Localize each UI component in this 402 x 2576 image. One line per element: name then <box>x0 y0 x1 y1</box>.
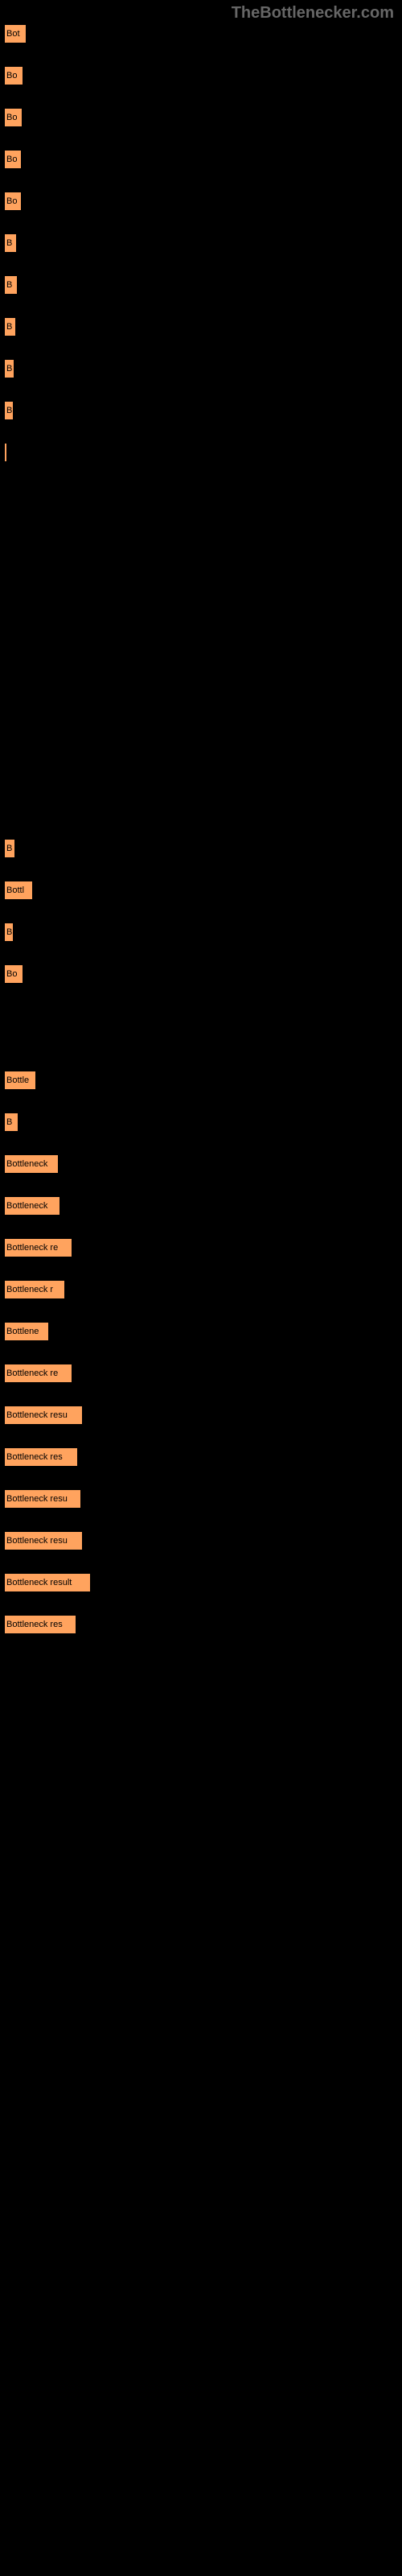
chart-bar: Bottleneck result <box>4 1573 91 1592</box>
chart-spacer <box>4 485 402 839</box>
chart-bar: B <box>4 359 14 378</box>
bar-row: Bottleneck res <box>4 1447 402 1467</box>
bar-row: Bot <box>4 24 402 43</box>
bar-row: Bottlene <box>4 1322 402 1341</box>
bar-row: Bottleneck resu <box>4 1406 402 1425</box>
bar-row: Bottleneck result <box>4 1573 402 1592</box>
chart-bar: B <box>4 317 16 336</box>
chart-bar: Bottle <box>4 1071 36 1090</box>
chart-bar: Bottleneck res <box>4 1615 76 1634</box>
chart-bar: Bottleneck r <box>4 1280 65 1299</box>
bar-row: Bottleneck <box>4 1196 402 1216</box>
chart-bar: B <box>4 401 14 420</box>
bar-row: Bottleneck re <box>4 1364 402 1383</box>
chart-bar: Bottleneck resu <box>4 1489 81 1509</box>
chart-bar: Bottleneck re <box>4 1238 72 1257</box>
bar-row: Bottleneck resu <box>4 1531 402 1550</box>
bar-row: B <box>4 1113 402 1132</box>
bar-row: B <box>4 233 402 253</box>
watermark-text: TheBottlenecker.com <box>232 4 394 23</box>
bar-row: Bottleneck r <box>4 1280 402 1299</box>
bar-row: Bottleneck <box>4 1154 402 1174</box>
bar-row: Bottle <box>4 1071 402 1090</box>
chart-bar: Bottleneck re <box>4 1364 72 1383</box>
bar-row: Bo <box>4 150 402 169</box>
chart-bar: Bottleneck <box>4 1154 59 1174</box>
bar-row: Bo <box>4 108 402 127</box>
chart-bar: Bo <box>4 66 23 85</box>
chart-bar: Bottl <box>4 881 33 900</box>
chart-bar <box>4 443 7 462</box>
bar-row: B <box>4 275 402 295</box>
bar-row: B <box>4 839 402 858</box>
chart-bar: Bo <box>4 108 23 127</box>
chart-bar: Bottleneck resu <box>4 1531 83 1550</box>
chart-bar: B <box>4 839 15 858</box>
chart-bar: Bottleneck res <box>4 1447 78 1467</box>
bar-row <box>4 443 402 462</box>
bar-row: B <box>4 359 402 378</box>
bar-row: Bottl <box>4 881 402 900</box>
chart-bar: Bot <box>4 24 27 43</box>
chart-bar: Bo <box>4 192 22 211</box>
chart-bar: B <box>4 1113 18 1132</box>
chart-bar: B <box>4 233 17 253</box>
bar-row: Bottleneck re <box>4 1238 402 1257</box>
bar-chart: Bot Bo Bo Bo Bo B B B B B B Bottl B Bo Bottle B Bottle… <box>0 0 402 1634</box>
bar-row: Bo <box>4 192 402 211</box>
chart-bar: Bottlene <box>4 1322 49 1341</box>
chart-bar: Bo <box>4 150 22 169</box>
chart-bar: B <box>4 923 14 942</box>
chart-spacer-small <box>4 1006 402 1071</box>
bar-row: Bo <box>4 66 402 85</box>
chart-bar: Bottleneck <box>4 1196 60 1216</box>
bar-row: Bottleneck resu <box>4 1489 402 1509</box>
bar-row: Bottleneck res <box>4 1615 402 1634</box>
bar-row: Bo <box>4 964 402 984</box>
bar-row: B <box>4 317 402 336</box>
bar-row: B <box>4 923 402 942</box>
chart-bar: Bottleneck resu <box>4 1406 83 1425</box>
chart-bar: B <box>4 275 18 295</box>
chart-bar: Bo <box>4 964 23 984</box>
bar-row: B <box>4 401 402 420</box>
